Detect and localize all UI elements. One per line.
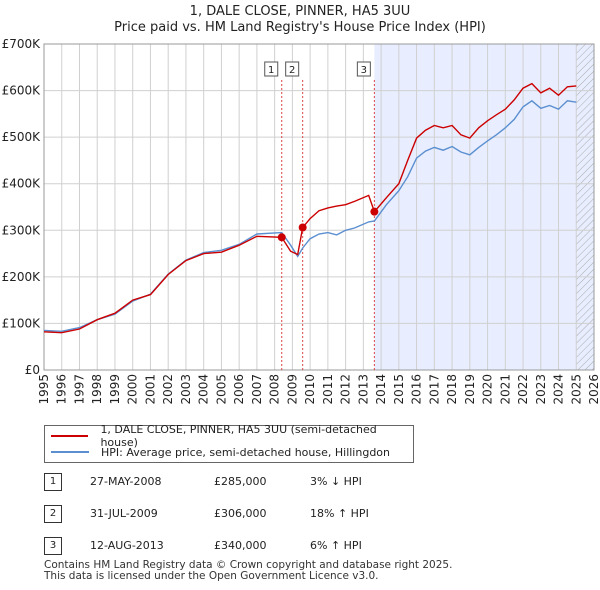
sale-marker-box [356, 61, 371, 77]
footer-licence: This data is licensed under the Open Gov… [44, 570, 379, 582]
sale-marker-label: 2 [289, 65, 295, 76]
legend-label-property: 1, DALE CLOSE, PINNER, HA5 3UU (semi-det… [100, 423, 377, 449]
x-tick-label: 2026 [587, 374, 600, 405]
legend: 1, DALE CLOSE, PINNER, HA5 3UU (semi-det… [44, 423, 414, 463]
sale-number-badge: 3 [44, 537, 62, 555]
y-tick-label: £700K [2, 37, 42, 51]
chart-title: 1, DALE CLOSE, PINNER, HA5 3UU [189, 4, 411, 19]
x-tick-label: 2000 [126, 374, 140, 405]
sale-point [277, 233, 286, 242]
sale-number-badge: 1 [44, 473, 62, 491]
y-tick-label: £400K [2, 177, 42, 191]
legend-item-property: 1, DALE CLOSE, PINNER, HA5 3UU (semi-det… [51, 423, 413, 449]
x-tick-label: 2023 [534, 374, 548, 405]
x-tick-label: 2024 [552, 374, 566, 405]
x-tick-label: 2003 [179, 374, 193, 405]
x-tick-label: 2025 [569, 374, 583, 405]
sale-point [298, 223, 307, 232]
sale-date: 27-MAY-2008 [90, 475, 162, 488]
x-tick-label: 2017 [427, 374, 441, 405]
x-tick-label: 2007 [250, 374, 264, 405]
x-tick-label: 2005 [214, 374, 228, 405]
sale-price: £306,000 [214, 507, 267, 520]
chart-subtitle: Price paid vs. HM Land Registry's House … [114, 20, 486, 35]
x-tick-label: 2022 [516, 374, 530, 405]
sale-hpi-diff: 3% ↓ HPI [310, 475, 362, 488]
plot-frame [43, 43, 595, 371]
x-tick-label: 2013 [356, 374, 370, 405]
x-tick-label: 1997 [72, 374, 86, 405]
x-tick-label: 2002 [161, 374, 175, 405]
x-tick-label: 2012 [339, 374, 353, 405]
legend-item-hpi: HPI: Average price, semi-detached house,… [51, 445, 390, 459]
forecast-hatched-region [576, 44, 594, 370]
table-row: 1 27-MAY-2008 £285,000 3% ↓ HPI [44, 473, 444, 493]
x-tick-label: 2009 [285, 374, 299, 405]
x-tick-label: 2006 [232, 374, 246, 405]
y-tick-label: £200K [2, 270, 42, 284]
sale-hpi-diff: 18% ↑ HPI [310, 507, 369, 520]
sale-point [370, 207, 379, 216]
table-row: 3 12-AUG-2013 £340,000 6% ↑ HPI [44, 537, 444, 557]
x-tick-label: 2014 [374, 374, 388, 405]
table-row: 2 31-JUL-2009 £306,000 18% ↑ HPI [44, 505, 444, 525]
x-tick-label: 2021 [498, 374, 512, 405]
sale-hpi-diff: 6% ↑ HPI [310, 539, 362, 552]
post-sale-shaded-region [374, 44, 594, 370]
sale-price: £285,000 [214, 475, 267, 488]
sale-marker-box [264, 61, 279, 77]
x-tick-label: 1999 [108, 374, 122, 405]
x-tick-label: 2011 [321, 374, 335, 405]
x-tick-label: 2015 [392, 374, 406, 405]
footer-copyright: Contains HM Land Registry data © Crown c… [44, 559, 453, 571]
x-tick-label: 2018 [445, 374, 459, 405]
sale-price: £340,000 [214, 539, 267, 552]
x-tick-label: 1998 [90, 374, 104, 405]
x-tick-label: 2004 [197, 374, 211, 405]
sale-date: 12-AUG-2013 [90, 539, 164, 552]
sale-date: 31-JUL-2009 [90, 507, 158, 520]
y-tick-label: £0 [25, 363, 40, 377]
x-tick-label: 1995 [37, 374, 51, 405]
property-price-line [43, 82, 577, 334]
x-tick-label: 2016 [410, 374, 424, 405]
legend-swatch-hpi [51, 451, 89, 453]
x-tick-label: 2001 [143, 374, 157, 405]
y-tick-label: £600K [2, 84, 42, 98]
sale-marker-box [285, 61, 300, 77]
x-tick-label: 2020 [481, 374, 495, 405]
x-tick-label: 2019 [463, 374, 477, 405]
y-tick-label: £300K [2, 223, 42, 237]
legend-label-hpi: HPI: Average price, semi-detached house,… [101, 445, 390, 459]
x-tick-label: 2008 [268, 374, 282, 405]
legend-swatch-property [51, 435, 89, 437]
x-tick-label: 2010 [303, 374, 317, 405]
sale-number-badge: 2 [44, 505, 62, 523]
y-tick-label: £100K [2, 316, 42, 330]
chart-title-block: 1, DALE CLOSE, PINNER, HA5 3UU Price pai… [0, 4, 600, 36]
y-tick-label: £500K [2, 130, 42, 144]
x-tick-label: 1996 [55, 374, 69, 405]
line-chart: £0 £100K £200K £300K £400K £500K £600K £700K 199… [2, 37, 600, 405]
footer-attribution: Contains HM Land Registry data © Crown c… [44, 560, 452, 582]
sale-marker-label: 1 [268, 65, 274, 76]
sale-marker-label: 3 [361, 65, 367, 76]
